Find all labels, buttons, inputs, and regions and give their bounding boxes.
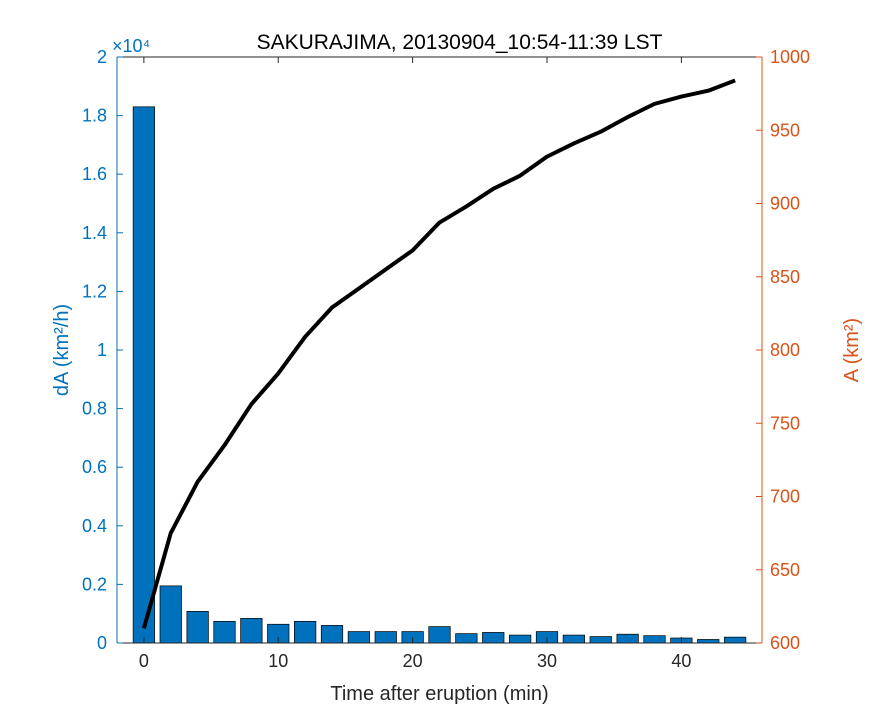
right-tick-label-3: 750 — [770, 413, 800, 433]
right-tick-label-7: 950 — [770, 120, 800, 140]
bar-14 — [509, 634, 532, 644]
bar-22 — [724, 636, 747, 644]
bar-9 — [374, 631, 397, 644]
left-tick-label-8: 1.6 — [82, 164, 107, 184]
bar-16 — [562, 634, 585, 644]
left-tick-label-1: 0.2 — [82, 574, 107, 594]
bar-8 — [347, 631, 370, 644]
left-tick-label-6: 1.2 — [82, 281, 107, 301]
left-axis-multiplier: ×10⁴ — [112, 36, 150, 56]
x-tick-label-2: 20 — [403, 651, 423, 671]
x-tick-label-0: 0 — [139, 651, 149, 671]
right-tick-label-6: 900 — [770, 194, 800, 214]
left-tick-label-3: 0.6 — [82, 457, 107, 477]
bar-3 — [213, 620, 236, 644]
bar-11 — [428, 626, 451, 644]
left-axis-title: dA (km²/h) — [51, 304, 73, 396]
bar-6 — [294, 620, 317, 644]
bar-17 — [589, 636, 612, 644]
left-tick-label-5: 1 — [97, 340, 107, 360]
x-tick-label-1: 10 — [268, 651, 288, 671]
right-tick-label-5: 850 — [770, 267, 800, 287]
bar-19 — [643, 635, 666, 644]
right-axis-title: A (km²) — [841, 318, 863, 382]
left-tick-label-0: 0 — [97, 633, 107, 653]
bar-1 — [159, 585, 182, 644]
bar-18 — [616, 633, 639, 644]
axes — [116, 56, 763, 644]
right-tick-label-2: 700 — [770, 487, 800, 507]
right-tick-label-1: 650 — [770, 560, 800, 580]
chart-title: SAKURAJIMA, 20130904_10:54-11:39 LST — [257, 31, 663, 54]
left-tick-label-4: 0.8 — [82, 399, 107, 419]
right-tick-label-8: 1000 — [770, 47, 810, 67]
x-tick-label-4: 40 — [671, 651, 691, 671]
bar-2 — [186, 611, 209, 644]
left-tick-label-7: 1.4 — [82, 223, 107, 243]
tick-labels: 0 10 20 30 40 0 0.2 0.4 0.6 0.8 1 1.2 1.4 1.6 1.8 2 600 6… — [82, 47, 810, 671]
bar-0 — [132, 106, 155, 644]
plot-area — [117, 57, 762, 643]
right-tick-label-4: 800 — [770, 340, 800, 360]
bar-21 — [697, 639, 720, 644]
bar-7 — [320, 625, 344, 644]
bar-4 — [240, 618, 263, 644]
bar-13 — [482, 632, 505, 644]
x-axis-title: Time after eruption (min) — [330, 683, 548, 705]
left-tick-label-10: 2 — [97, 47, 107, 67]
right-tick-label-0: 600 — [770, 633, 800, 653]
left-tick-label-9: 1.8 — [82, 106, 107, 126]
area-line-series — [141, 78, 736, 629]
left-tick-label-2: 0.4 — [82, 516, 107, 536]
x-tick-label-3: 30 — [537, 651, 557, 671]
bar-12 — [455, 633, 478, 644]
